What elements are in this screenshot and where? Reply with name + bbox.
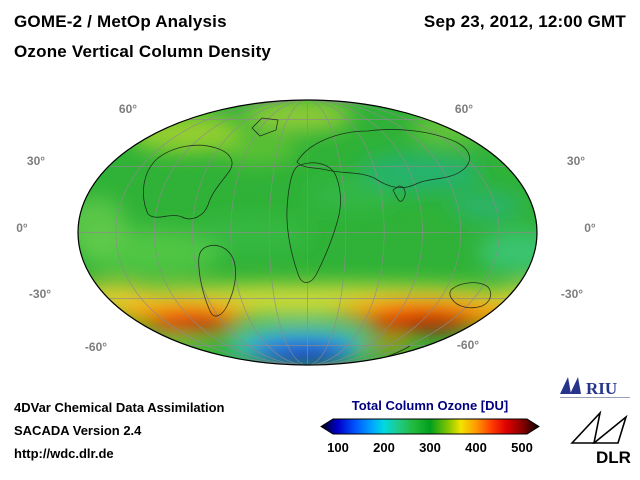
lat-label-left-0: 0° (16, 221, 28, 235)
figure-subtitle: Ozone Vertical Column Density (14, 42, 272, 61)
timestamp: Sep 23, 2012, 12:00 GMT (423, 12, 626, 31)
lat-label-left-60: 60° (118, 102, 138, 116)
ozone-field (78, 100, 537, 365)
riu-sail-icon (570, 377, 581, 394)
colorbar-tick-100: 100 (327, 440, 349, 455)
graticule (78, 100, 537, 365)
globe-outline (77, 99, 538, 366)
colorbar-tick-300: 300 (419, 440, 441, 455)
footer-assimilation: 4DVar Chemical Data Assimilation (14, 400, 225, 415)
riu-logo-text: RIU (586, 379, 617, 398)
dlr-emblem-icon (570, 410, 628, 444)
lat-label-right-m60: -60° (456, 338, 480, 352)
lat-label-left-m60: -60° (84, 340, 108, 354)
footer-version: SACADA Version 2.4 (14, 423, 142, 438)
dlr-logo: DLR (570, 410, 631, 467)
colorbar-tick-200: 200 (373, 440, 395, 455)
colorbar-title: Total Column Ozone [DU] (351, 398, 509, 413)
dlr-logo-text: DLR (596, 448, 631, 467)
footer-url: http://wdc.dlr.de (14, 446, 114, 461)
riu-sail-icon (560, 377, 571, 394)
colorbar (320, 418, 540, 435)
lat-label-right-30: 30° (566, 154, 586, 168)
ozone-hole (232, 326, 368, 365)
lat-label-right-m30: -30° (560, 287, 584, 301)
lat-label-right-60: 60° (454, 102, 474, 116)
lat-label-left-m30: -30° (28, 287, 52, 301)
riu-logo-rule (560, 397, 630, 398)
colorbar-ramp (320, 418, 540, 435)
colorbar-tick-500: 500 (511, 440, 533, 455)
colorbar-tick-400: 400 (465, 440, 487, 455)
lat-label-left-30: 30° (26, 154, 46, 168)
riu-logo: RIU (560, 377, 630, 398)
lat-label-right-0: 0° (584, 221, 596, 235)
figure-title: GOME-2 / MetOp Analysis (14, 12, 227, 31)
